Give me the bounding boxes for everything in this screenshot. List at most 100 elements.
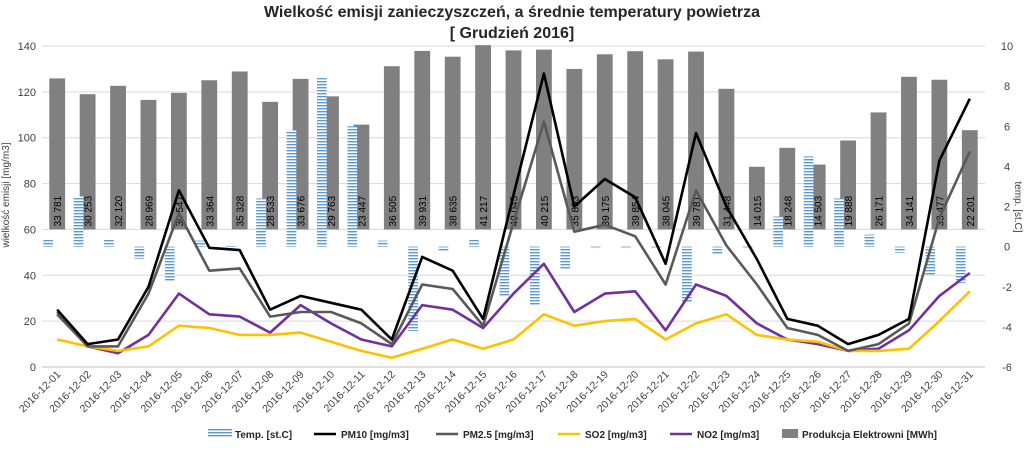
legend-swatch bbox=[782, 429, 798, 438]
y-right-tick-label: 2 bbox=[1004, 202, 1010, 214]
y-right-tick-label: 8 bbox=[1004, 81, 1010, 93]
y-left-tick-label: 140 bbox=[18, 41, 36, 53]
y-right-tick-label: 0 bbox=[1004, 242, 1010, 254]
temperature-bar bbox=[834, 198, 844, 247]
series-line bbox=[56, 120, 971, 353]
temperature-bar bbox=[682, 246, 692, 303]
temperature-bar bbox=[164, 246, 175, 281]
production-bar bbox=[49, 78, 66, 230]
temperature-bar bbox=[469, 238, 479, 247]
production-bar bbox=[961, 130, 978, 230]
production-bar-label: 35 893 bbox=[570, 195, 581, 226]
production-bar bbox=[475, 45, 491, 230]
temperature-bar bbox=[195, 240, 206, 247]
production-bar bbox=[323, 96, 339, 230]
production-bar-label: 18 248 bbox=[783, 195, 794, 226]
temperature-bar bbox=[590, 246, 601, 249]
production-bar-label: 39 781 bbox=[692, 195, 703, 226]
temperature-bar bbox=[316, 78, 327, 247]
production-bar-label: 38 635 bbox=[449, 195, 460, 226]
legend-swatch bbox=[208, 429, 232, 438]
production-bar-label: 26 171 bbox=[875, 195, 886, 226]
production-bar bbox=[627, 51, 644, 230]
y-left-tick-label: 100 bbox=[18, 133, 36, 145]
temperature-bar bbox=[104, 238, 114, 247]
production-bar bbox=[657, 59, 674, 230]
production-bar-label: 36 505 bbox=[388, 195, 399, 226]
legend-label: PM10 [mg/m3] bbox=[341, 430, 409, 441]
production-bar bbox=[840, 140, 857, 230]
y-axis-left-label: wielkość emisji [mg/m3] bbox=[1, 142, 12, 248]
emission-lines bbox=[56, 72, 971, 360]
y-right-tick-label: -2 bbox=[1002, 282, 1012, 294]
production-bar-label: 33 781 bbox=[53, 195, 64, 226]
production-bar bbox=[779, 147, 796, 230]
temperature-bar bbox=[408, 246, 418, 331]
temperature-bar bbox=[560, 246, 571, 269]
y-right-tick-label: 10 bbox=[1001, 41, 1013, 53]
temperature-bar bbox=[134, 246, 145, 259]
production-bar-label: 30 547 bbox=[175, 195, 186, 226]
y-left-tick-label: 0 bbox=[30, 362, 36, 374]
temperature-bar bbox=[256, 198, 266, 247]
y-left-tick-label: 40 bbox=[24, 270, 36, 282]
legend-label: NO2 [mg/m3] bbox=[697, 430, 759, 441]
production-bar bbox=[231, 71, 248, 230]
production-bar-label: 22 201 bbox=[966, 195, 977, 226]
temperature-bar bbox=[499, 246, 510, 297]
temperature-bars bbox=[43, 78, 966, 331]
temperature-bar bbox=[438, 246, 449, 251]
production-bar bbox=[79, 94, 96, 230]
series-line bbox=[56, 262, 971, 355]
y-right-tick-label: -4 bbox=[1002, 322, 1012, 334]
temperature-bar bbox=[377, 240, 388, 247]
production-bar-label: 33 477 bbox=[935, 195, 946, 226]
production-bar-label: 38 045 bbox=[662, 195, 673, 226]
production-bar bbox=[505, 50, 522, 230]
x-axis: 2016-12-012016-12-022016-12-032016-12-04… bbox=[17, 369, 976, 416]
chart-title: Wielkość emisji zanieczyszczeń, a średni… bbox=[264, 4, 760, 21]
temperature-bar bbox=[955, 246, 966, 283]
production-bar-label: 19 888 bbox=[844, 195, 855, 226]
temperature-bar bbox=[225, 244, 236, 247]
production-bar bbox=[901, 76, 917, 230]
temperature-bar bbox=[712, 246, 723, 255]
temperature-bar bbox=[651, 246, 662, 249]
y-right-tick-label: 4 bbox=[1004, 161, 1010, 173]
y-axis-right-label: temp. [st.C] bbox=[1012, 181, 1023, 232]
production-bar-label: 14 015 bbox=[753, 195, 764, 226]
production-bar-label: 28 969 bbox=[144, 195, 155, 226]
production-bar bbox=[748, 166, 765, 230]
y-right-tick-label: 6 bbox=[1004, 121, 1010, 133]
y-axis-left: 0 20 40 60 80 100 120 140 bbox=[18, 41, 36, 374]
production-bar bbox=[353, 124, 370, 230]
temperature-bar bbox=[73, 196, 84, 247]
production-bar-label: 40 215 bbox=[540, 195, 551, 226]
production-bar bbox=[262, 101, 279, 230]
production-bar bbox=[931, 79, 948, 230]
production-bar bbox=[110, 85, 126, 230]
y-left-tick-label: 20 bbox=[24, 316, 36, 328]
temperature-bar bbox=[864, 234, 875, 247]
production-bar-label: 30 253 bbox=[84, 195, 95, 226]
production-bar bbox=[444, 56, 461, 230]
chart-subtitle: [ Grudzień 2016] bbox=[450, 25, 574, 42]
y-axis-right: -6 -4 -2 0 2 4 6 8 10 bbox=[1001, 41, 1013, 374]
production-bar-label: 34 141 bbox=[905, 195, 916, 226]
production-bar bbox=[383, 66, 400, 230]
temperature-bar bbox=[773, 216, 784, 247]
temperature-bar bbox=[742, 246, 753, 248]
temperature-bar bbox=[803, 156, 814, 247]
y-left-tick-label: 80 bbox=[24, 179, 36, 191]
production-bar bbox=[292, 78, 309, 230]
production-bar bbox=[809, 164, 826, 230]
production-bar bbox=[201, 80, 218, 230]
temperature-bar bbox=[925, 246, 936, 275]
temperature-bar bbox=[894, 246, 905, 253]
production-bar-label: 33 676 bbox=[297, 195, 308, 226]
production-bar-label: 39 854 bbox=[631, 195, 642, 226]
production-bar bbox=[870, 112, 887, 230]
temperature-bar bbox=[621, 246, 631, 249]
production-bar-label: 35 328 bbox=[236, 195, 247, 226]
production-bar-label: 14 503 bbox=[814, 195, 825, 226]
